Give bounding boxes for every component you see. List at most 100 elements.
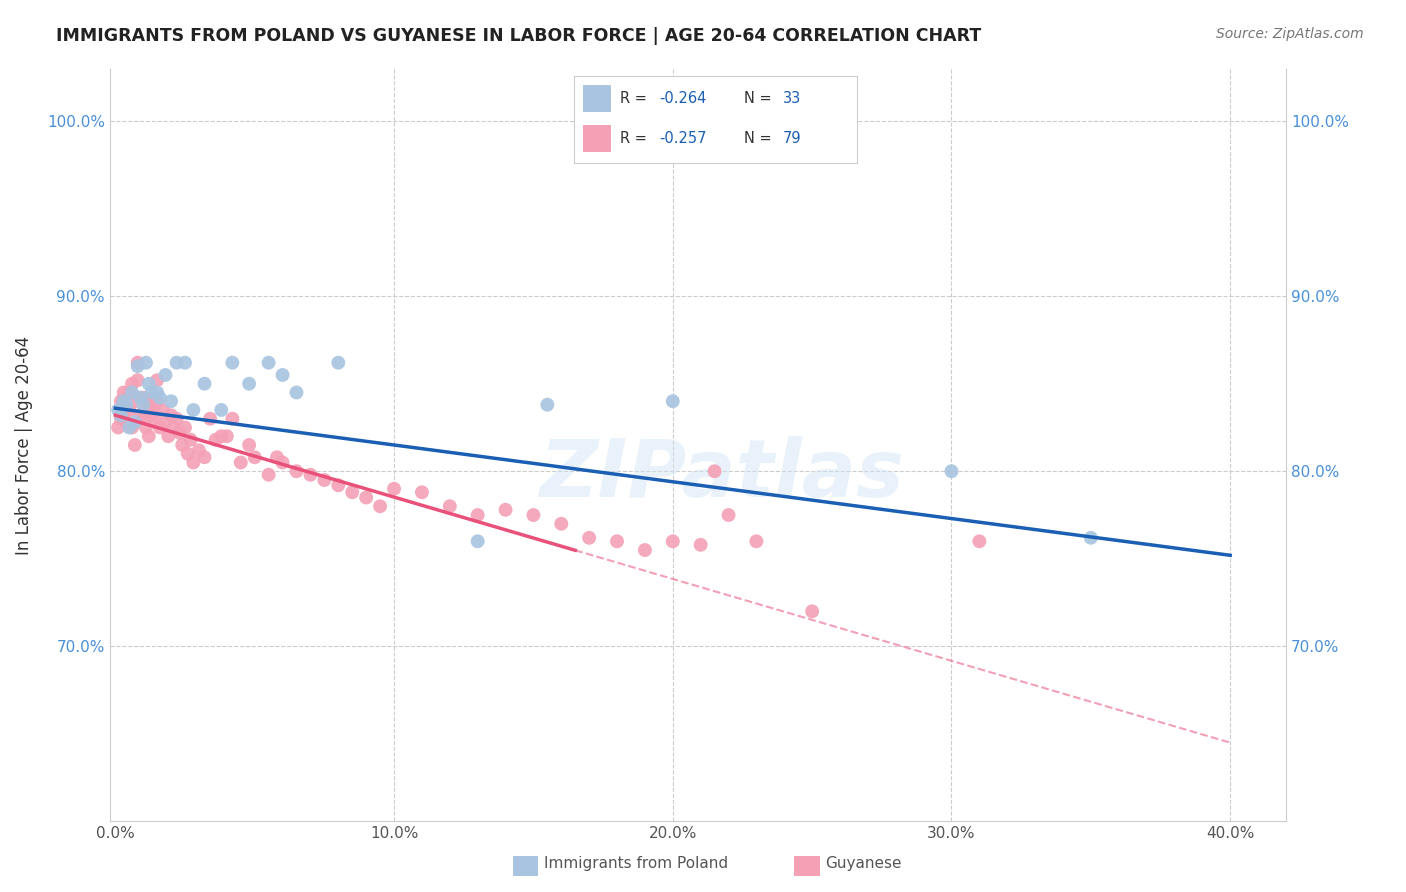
Point	[382, 482, 405, 496]
Point	[229, 455, 252, 469]
Point	[221, 411, 243, 425]
Point	[285, 464, 308, 478]
Point	[661, 394, 683, 409]
Point	[801, 604, 824, 618]
Point	[328, 356, 350, 370]
Point	[174, 420, 197, 434]
Point	[745, 534, 768, 549]
Point	[141, 391, 163, 405]
Point	[550, 516, 572, 531]
Point	[209, 403, 232, 417]
Point	[634, 543, 657, 558]
Point	[174, 356, 197, 370]
Point	[689, 538, 711, 552]
Point	[467, 508, 489, 522]
Point	[138, 429, 160, 443]
Point	[141, 385, 163, 400]
Point	[354, 491, 377, 505]
Point	[969, 534, 991, 549]
Point	[127, 359, 149, 374]
Point	[467, 534, 489, 549]
Point	[124, 438, 146, 452]
Point	[160, 408, 183, 422]
Point	[328, 478, 350, 492]
Point	[198, 411, 221, 425]
Point	[110, 408, 132, 422]
Point	[155, 415, 177, 429]
Point	[209, 429, 232, 443]
Point	[271, 455, 294, 469]
Point	[121, 420, 143, 434]
Text: Guyanese: Guyanese	[825, 856, 901, 871]
Text: ZIPatlas: ZIPatlas	[538, 436, 904, 514]
Point	[132, 391, 155, 405]
Point	[135, 420, 157, 434]
Point	[266, 450, 288, 465]
Point	[157, 429, 180, 443]
Point	[606, 534, 628, 549]
Point	[238, 376, 260, 391]
Point	[155, 368, 177, 382]
Point	[112, 408, 135, 422]
Point	[215, 429, 238, 443]
Point	[257, 467, 280, 482]
Point	[342, 485, 364, 500]
Point	[193, 450, 215, 465]
Point	[129, 391, 152, 405]
Point	[183, 455, 205, 469]
Point	[127, 356, 149, 370]
Point	[107, 420, 129, 434]
Point	[204, 433, 226, 447]
Point	[238, 438, 260, 452]
Point	[1080, 531, 1102, 545]
Point	[118, 385, 141, 400]
Point	[127, 373, 149, 387]
Text: IMMIGRANTS FROM POLAND VS GUYANESE IN LABOR FORCE | AGE 20-64 CORRELATION CHART: IMMIGRANTS FROM POLAND VS GUYANESE IN LA…	[56, 27, 981, 45]
Point	[522, 508, 544, 522]
Point	[132, 411, 155, 425]
Point	[193, 376, 215, 391]
Point	[257, 356, 280, 370]
Point	[112, 385, 135, 400]
Point	[143, 398, 166, 412]
Point	[172, 438, 194, 452]
Point	[135, 356, 157, 370]
Point	[187, 443, 209, 458]
Point	[121, 376, 143, 391]
Point	[243, 450, 266, 465]
Point	[124, 415, 146, 429]
Point	[163, 420, 186, 434]
Point	[110, 394, 132, 409]
Point	[166, 356, 188, 370]
Point	[703, 464, 725, 478]
Point	[112, 394, 135, 409]
Point	[118, 420, 141, 434]
Point	[129, 408, 152, 422]
Point	[536, 398, 558, 412]
Point	[271, 368, 294, 382]
Point	[180, 433, 202, 447]
Point	[661, 534, 683, 549]
Point	[107, 403, 129, 417]
Point	[439, 500, 461, 514]
Point	[143, 411, 166, 425]
Point	[166, 411, 188, 425]
Point	[717, 508, 740, 522]
Point	[135, 403, 157, 417]
Point	[149, 420, 172, 434]
Point	[495, 502, 517, 516]
Point	[314, 473, 336, 487]
Point	[146, 385, 169, 400]
Y-axis label: In Labor Force | Age 20-64: In Labor Force | Age 20-64	[15, 335, 32, 555]
Point	[129, 391, 152, 405]
Point	[578, 531, 600, 545]
Point	[138, 376, 160, 391]
Point	[368, 500, 391, 514]
Point	[115, 398, 138, 412]
Point	[146, 394, 169, 409]
Point	[118, 403, 141, 417]
Point	[110, 411, 132, 425]
Point	[285, 385, 308, 400]
Point	[138, 398, 160, 412]
Point	[941, 464, 963, 478]
